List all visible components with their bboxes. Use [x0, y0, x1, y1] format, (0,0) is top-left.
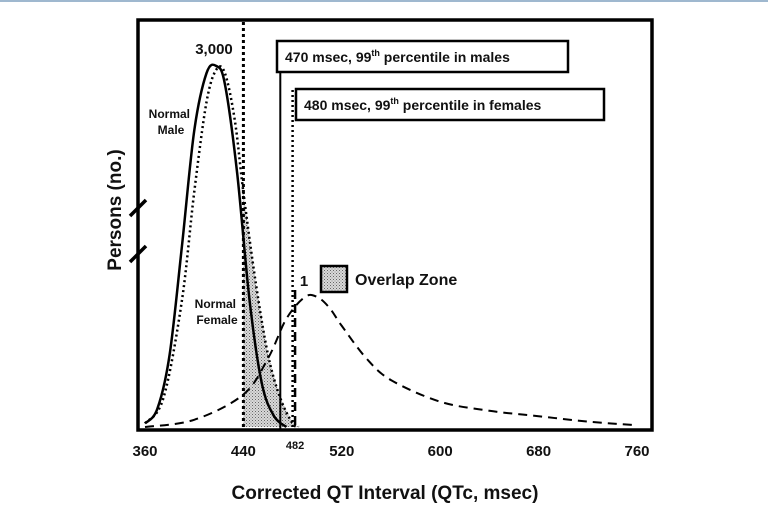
legend-label: Overlap Zone	[355, 272, 457, 289]
plot-frame	[136, 18, 654, 432]
x-tick-label-360: 360	[132, 443, 157, 460]
peak-label-1: 1	[300, 273, 308, 290]
legend-swatch	[319, 264, 349, 294]
peak-label-3000: 3,000	[195, 41, 233, 58]
annotation-box-males: 470 msec, 99th percentile in males	[275, 39, 570, 74]
x-tick-label-680: 680	[526, 443, 551, 460]
annotation-text-males: 470 msec, 99th percentile in males	[285, 48, 510, 65]
normal-female-curve	[143, 65, 300, 429]
normal-male-label: Normal Male	[149, 107, 194, 137]
x-tick-label-482: 482	[286, 440, 304, 452]
x-tick-label-600: 600	[428, 443, 453, 460]
annotation-text-females: 480 msec, 99th percentile in females	[304, 96, 542, 113]
overlap-zone-legend: Overlap Zone	[319, 264, 457, 294]
normal-male-curve	[144, 63, 288, 429]
x-tick-label-440: 440	[231, 443, 256, 460]
y-axis-title: Persons (no.)	[105, 149, 126, 270]
annotation-box-females: 480 msec, 99th percentile in females	[294, 87, 606, 122]
x-axis-tick-labels: 360 440 482 520 600 680 760	[132, 440, 649, 460]
normal-female-label: Normal Female	[195, 297, 240, 327]
x-axis-title: Corrected QT Interval (QTc, msec)	[232, 483, 539, 504]
x-tick-label-760: 760	[624, 443, 649, 460]
long-qt-curve	[144, 293, 638, 428]
y-axis-break-mark	[128, 198, 148, 264]
overlap-zone-shading	[243, 192, 299, 427]
x-tick-label-520: 520	[329, 443, 354, 460]
top-rule	[0, 0, 768, 2]
